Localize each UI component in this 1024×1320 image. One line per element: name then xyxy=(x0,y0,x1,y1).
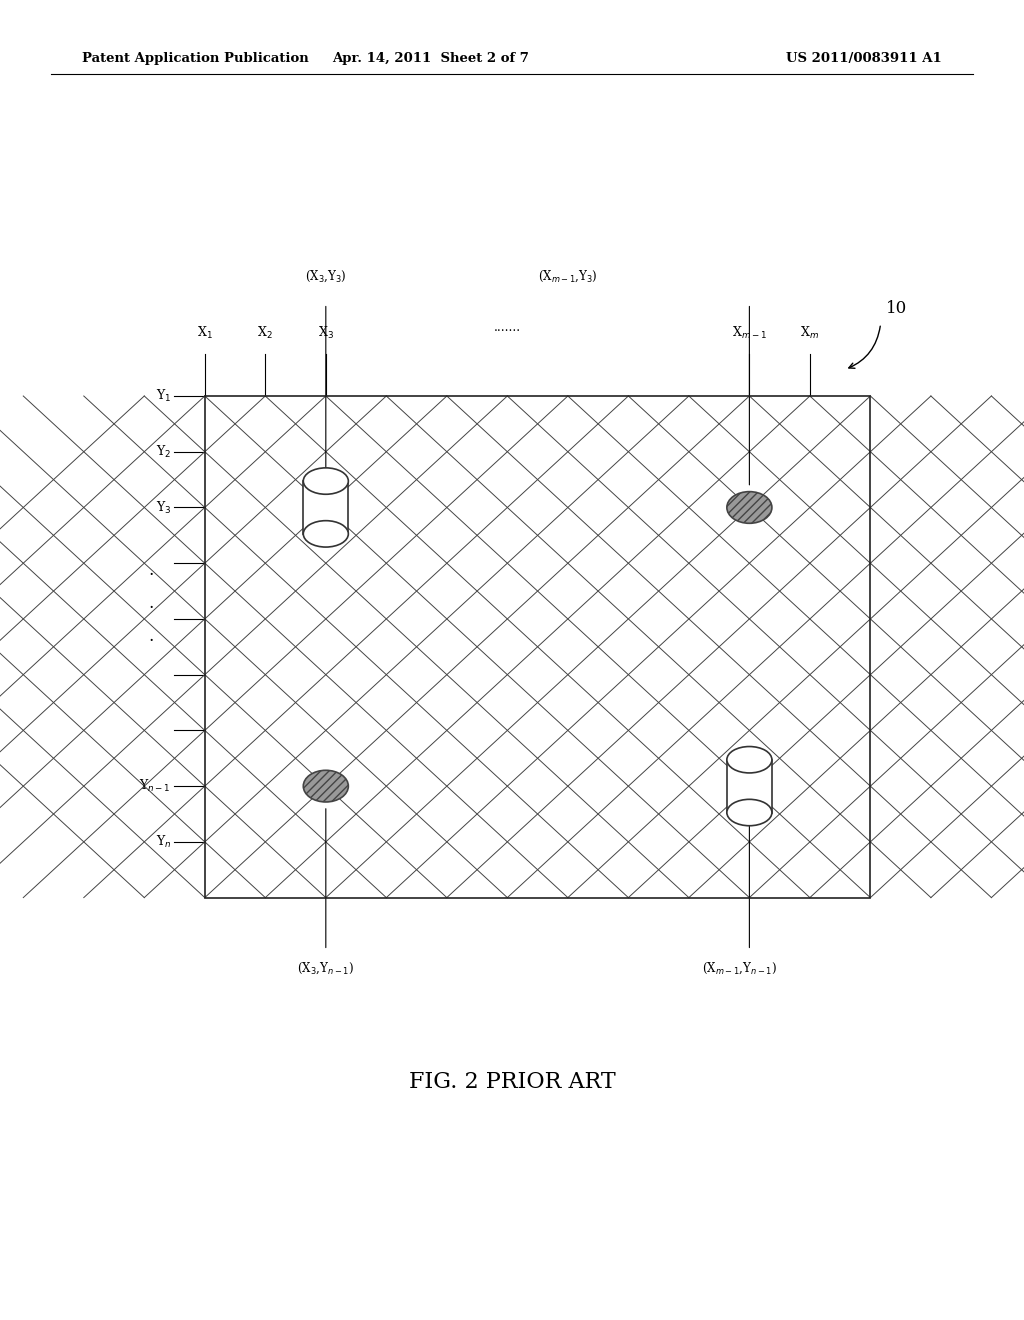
Text: Y$_n$: Y$_n$ xyxy=(156,834,171,850)
Text: Y$_{n-1}$: Y$_{n-1}$ xyxy=(139,777,171,795)
Ellipse shape xyxy=(303,520,348,546)
Bar xyxy=(205,396,870,898)
Text: X$_3$: X$_3$ xyxy=(317,325,334,341)
FancyBboxPatch shape xyxy=(727,760,772,813)
Text: Apr. 14, 2011  Sheet 2 of 7: Apr. 14, 2011 Sheet 2 of 7 xyxy=(332,51,528,65)
Text: (X$_{m-1}$,Y$_{n-1}$): (X$_{m-1}$,Y$_{n-1}$) xyxy=(701,961,776,977)
Text: FIG. 2 PRIOR ART: FIG. 2 PRIOR ART xyxy=(409,1072,615,1093)
Text: US 2011/0083911 A1: US 2011/0083911 A1 xyxy=(786,51,942,65)
Text: .......: ....... xyxy=(494,321,521,334)
Text: X$_1$: X$_1$ xyxy=(197,325,213,341)
Text: (X$_3$,Y$_3$): (X$_3$,Y$_3$) xyxy=(305,268,346,284)
Text: Y$_2$: Y$_2$ xyxy=(156,444,171,459)
Text: Y$_1$: Y$_1$ xyxy=(156,388,171,404)
Text: .: . xyxy=(147,594,154,611)
Text: X$_2$: X$_2$ xyxy=(257,325,273,341)
Text: X$_{m-1}$: X$_{m-1}$ xyxy=(732,325,767,341)
Text: (X$_3$,Y$_{n-1}$): (X$_3$,Y$_{n-1}$) xyxy=(297,961,354,977)
Ellipse shape xyxy=(303,771,348,803)
Text: X$_m$: X$_m$ xyxy=(801,325,819,341)
Ellipse shape xyxy=(303,467,348,494)
Text: .: . xyxy=(147,561,154,578)
Text: .: . xyxy=(147,627,154,644)
Text: (X$_{m-1}$,Y$_3$): (X$_{m-1}$,Y$_3$) xyxy=(539,268,598,284)
Ellipse shape xyxy=(727,491,772,523)
Text: 10: 10 xyxy=(886,300,907,317)
Text: Y$_3$: Y$_3$ xyxy=(156,499,171,516)
FancyBboxPatch shape xyxy=(303,480,348,533)
Text: Patent Application Publication: Patent Application Publication xyxy=(82,51,308,65)
Ellipse shape xyxy=(727,800,772,826)
Ellipse shape xyxy=(727,747,772,774)
